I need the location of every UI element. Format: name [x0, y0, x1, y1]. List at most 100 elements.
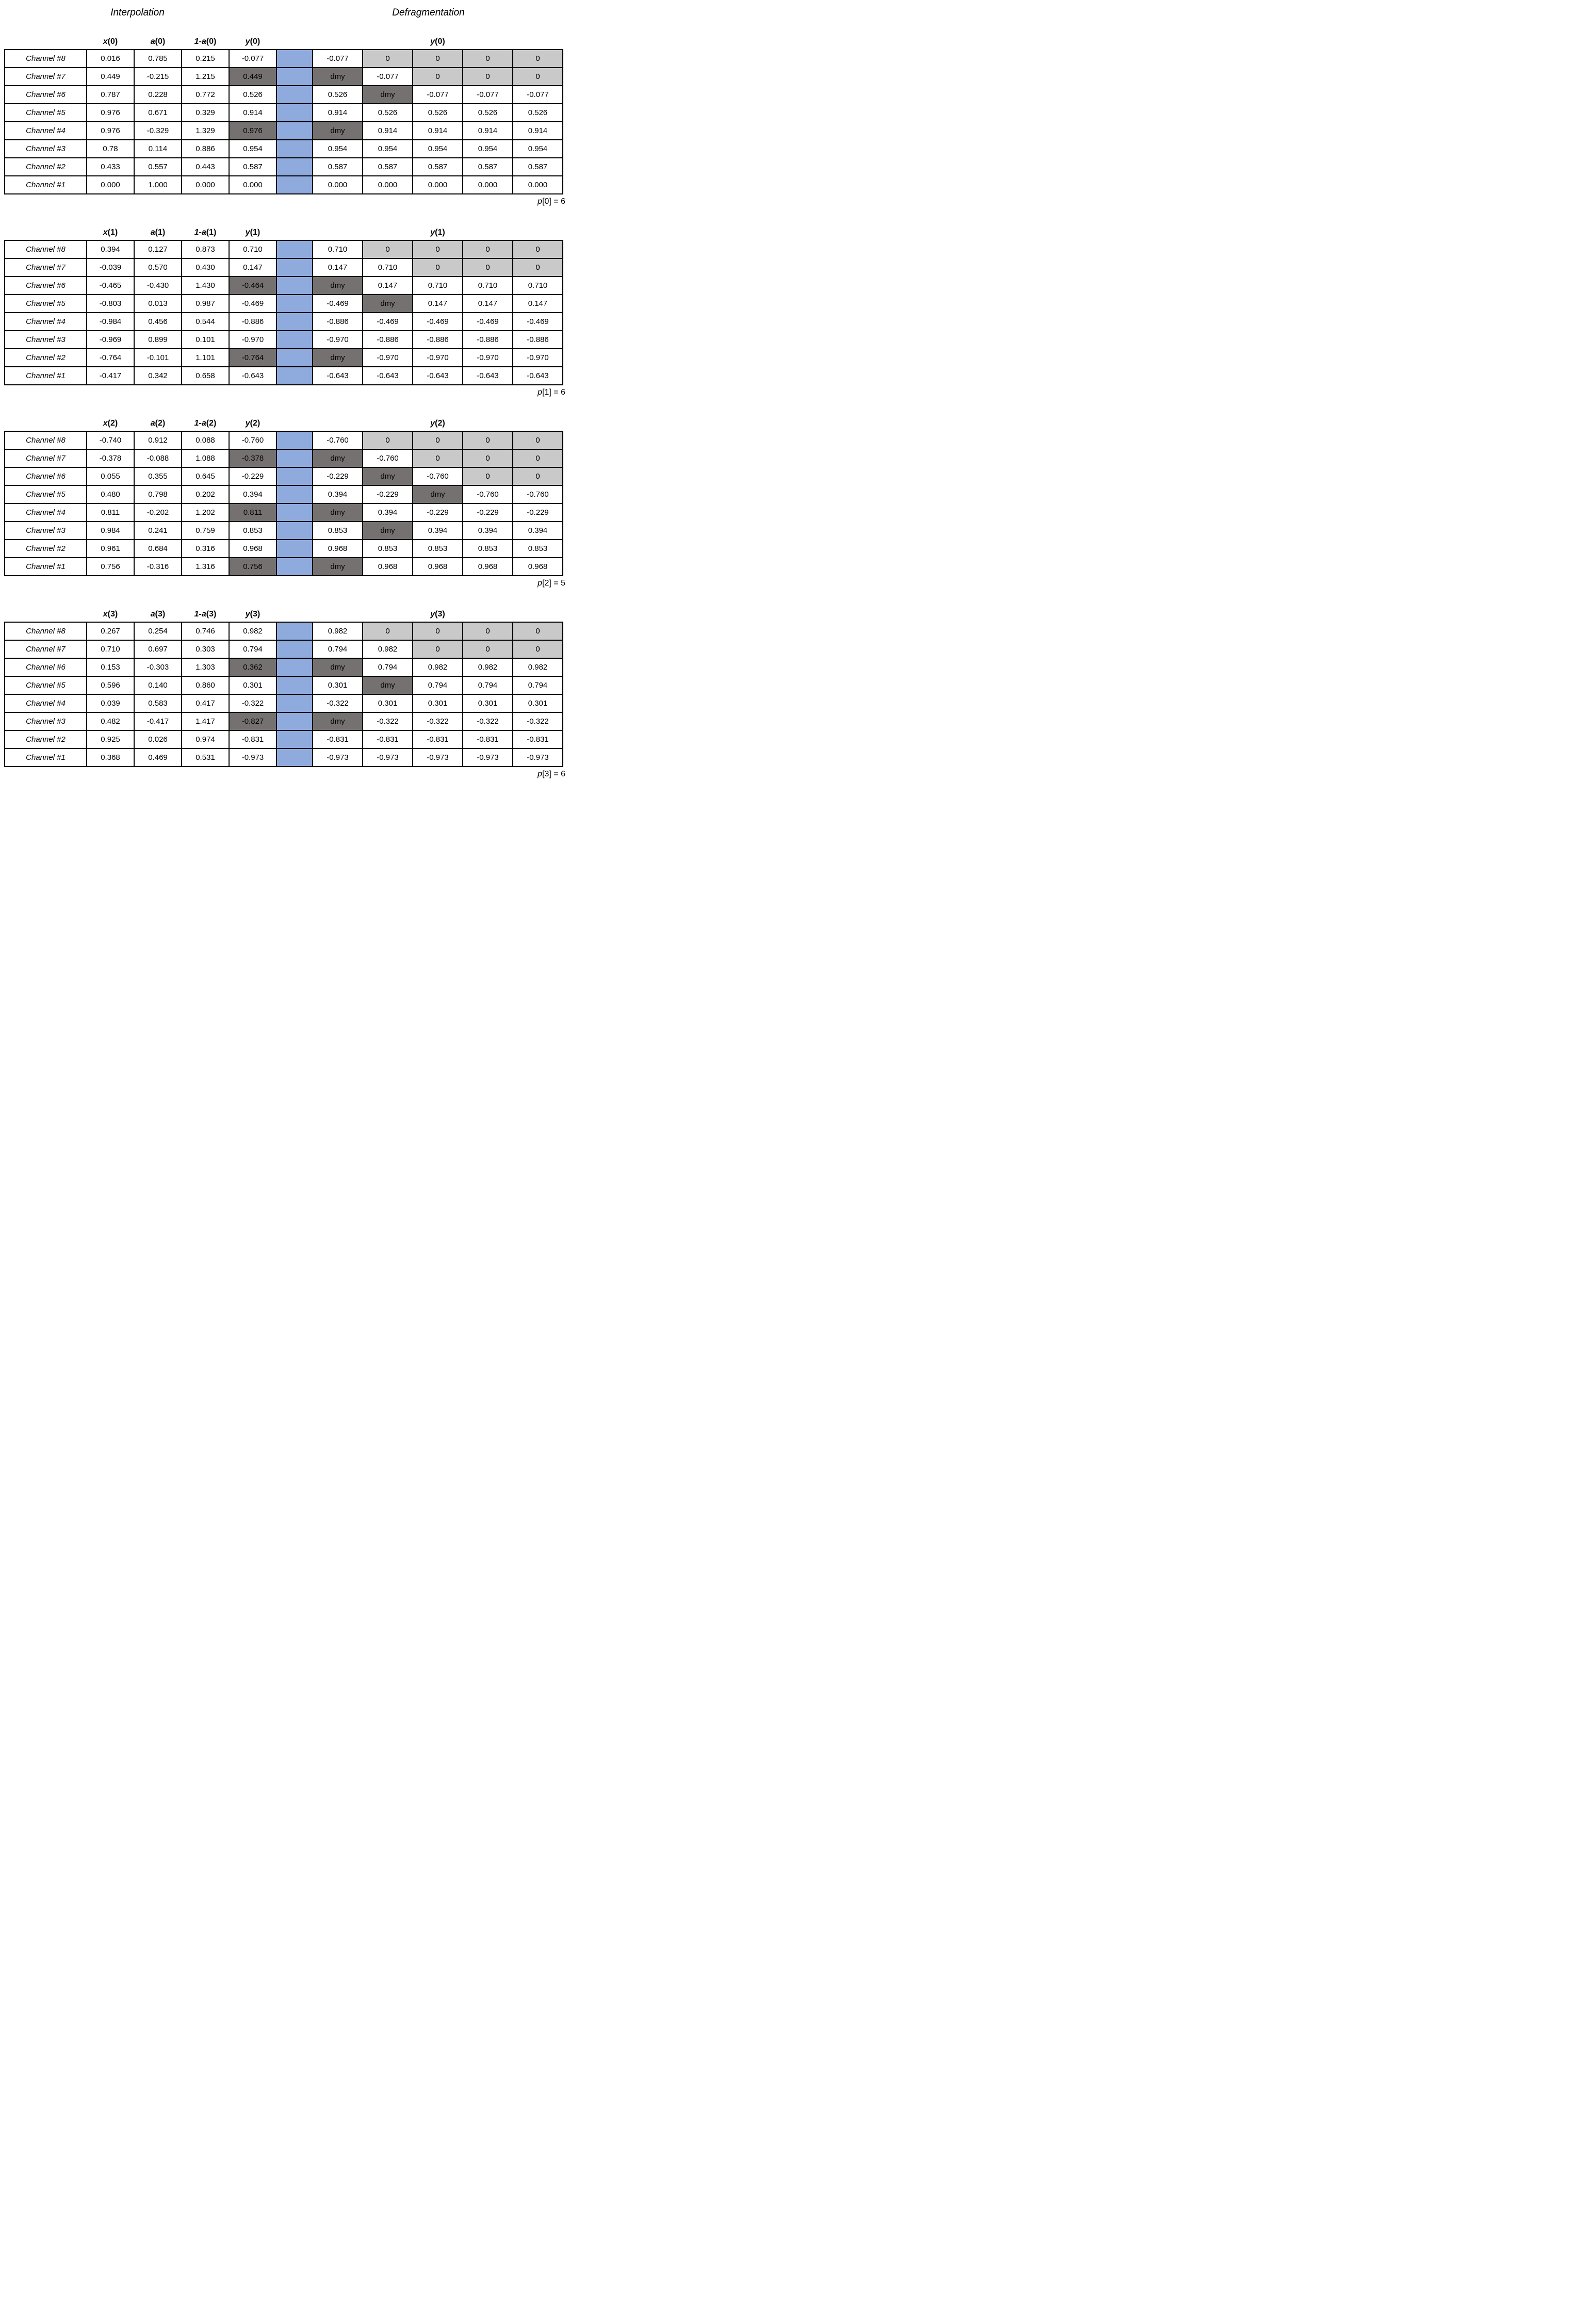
- dmy-cell: dmy: [313, 713, 362, 730]
- header-arg-x: (2): [107, 419, 118, 428]
- defrag-value-cell: -0.831: [463, 731, 512, 748]
- spacer-column-cell: [277, 468, 312, 485]
- defrag-value-cell: -0.643: [313, 367, 362, 384]
- channel-label: Channel #3: [5, 713, 86, 730]
- interp-a-cell: -0.101: [135, 349, 181, 366]
- defrag-value-cell: -0.229: [463, 504, 512, 521]
- spacer-column-cell: [277, 659, 312, 676]
- defrag-value-cell: 0.587: [363, 158, 412, 175]
- header-arg-y: (2): [250, 419, 260, 428]
- defrag-value-cell: -0.970: [513, 349, 562, 366]
- column-header-oma: 1-a (3): [182, 609, 229, 619]
- permutation-count-label: p[1] = 6: [4, 388, 565, 397]
- spacer-column-cell: [277, 713, 312, 730]
- defrag-value-cell: -0.469: [463, 313, 512, 330]
- interp-x-cell: -0.039: [87, 259, 134, 276]
- zero-cell: 0: [413, 641, 462, 658]
- defrag-value-cell: 0.526: [363, 104, 412, 121]
- defrag-value-cell: -0.970: [363, 349, 412, 366]
- zero-cell: 0: [463, 432, 512, 449]
- interp-x-cell: -0.984: [87, 313, 134, 330]
- interp-y-cell: 0.914: [230, 104, 276, 121]
- interp-a-cell: 0.013: [135, 295, 181, 312]
- zero-cell: 0: [513, 241, 562, 258]
- interp-a-cell: 0.140: [135, 677, 181, 694]
- header-arg-oma: (1): [206, 228, 217, 237]
- defrag-value-cell: 0.853: [463, 540, 512, 557]
- timestep-block-1: x (1) a (1) 1-a (1) y (1) y (1) Channel #8 0.394 0.1…: [4, 227, 574, 397]
- zero-cell: 0: [413, 432, 462, 449]
- interp-oma-cell: 0.544: [182, 313, 229, 330]
- interp-x-cell: 0.039: [87, 695, 134, 712]
- defrag-value-cell: 0.982: [513, 659, 562, 676]
- defrag-value-cell: 0.794: [363, 659, 412, 676]
- defrag-value-cell: -0.886: [313, 313, 362, 330]
- zero-cell: 0: [363, 241, 412, 258]
- zero-cell: 0: [513, 623, 562, 640]
- defrag-value-cell: -0.970: [313, 331, 362, 348]
- header-arg-y-defrag: (2): [435, 419, 445, 428]
- interp-y-cell: 0.968: [230, 540, 276, 557]
- interp-x-cell: 0.787: [87, 86, 134, 103]
- interp-a-cell: -0.088: [135, 450, 181, 467]
- interp-x-cell: -0.764: [87, 349, 134, 366]
- interp-x-cell: 0.925: [87, 731, 134, 748]
- interp-oma-cell: 1.202: [182, 504, 229, 521]
- defrag-value-cell: -0.229: [313, 468, 362, 485]
- header-arg-oma: (3): [206, 610, 217, 619]
- defrag-value-cell: -0.469: [313, 295, 362, 312]
- defrag-value-cell: -0.322: [513, 713, 562, 730]
- zero-cell: 0: [413, 259, 462, 276]
- defrag-value-cell: 0.794: [513, 677, 562, 694]
- interp-x-cell: -0.969: [87, 331, 134, 348]
- defrag-value-cell: -0.973: [513, 749, 562, 766]
- defrag-value-cell: -0.229: [513, 504, 562, 521]
- defrag-value-cell: 0.587: [463, 158, 512, 175]
- defrag-value-cell: 0.394: [363, 504, 412, 521]
- channel-label: Channel #7: [5, 450, 86, 467]
- zero-cell: 0: [463, 641, 512, 658]
- spacer-column-cell: [277, 749, 312, 766]
- interp-a-cell: -0.303: [135, 659, 181, 676]
- interp-a-cell: 0.254: [135, 623, 181, 640]
- interp-oma-cell: 0.101: [182, 331, 229, 348]
- permutation-count-label: p[0] = 6: [4, 197, 565, 206]
- zero-cell: 0: [363, 432, 412, 449]
- dmy-cell: dmy: [363, 295, 412, 312]
- interp-a-cell: 0.912: [135, 432, 181, 449]
- interp-oma-cell: 0.303: [182, 641, 229, 658]
- header-arg-x: (1): [107, 228, 118, 237]
- defrag-value-cell: 0.000: [313, 176, 362, 193]
- header-var-y-defrag: y: [430, 228, 435, 237]
- spacer-column-cell: [277, 259, 312, 276]
- channel-label: Channel #2: [5, 349, 86, 366]
- column-header-y-defrag: y (2): [313, 418, 562, 428]
- column-header-a: a (1): [135, 227, 181, 237]
- defrag-value-cell: 0.853: [513, 540, 562, 557]
- dmy-cell: dmy: [363, 522, 412, 539]
- interp-oma-cell: 0.746: [182, 623, 229, 640]
- defrag-value-cell: 0.587: [413, 158, 462, 175]
- interp-x-cell: 0.368: [87, 749, 134, 766]
- header-var-x: x: [103, 228, 108, 237]
- spacer-column-cell: [277, 522, 312, 539]
- interp-y-cell: -0.464: [230, 277, 276, 294]
- header-arg-a: (2): [155, 419, 166, 428]
- spacer-column-cell: [277, 486, 312, 503]
- timestep-block-0: x (0) a (0) 1-a (0) y (0) y (0) Channel #8 0.016 0.7…: [4, 36, 574, 206]
- interp-x-cell: 0.480: [87, 486, 134, 503]
- interp-x-cell: 0.961: [87, 540, 134, 557]
- defrag-value-cell: 0.710: [313, 241, 362, 258]
- channel-label: Channel #8: [5, 50, 86, 67]
- defrag-value-cell: 0.147: [413, 295, 462, 312]
- defrag-value-cell: 0.710: [513, 277, 562, 294]
- header-var-y: y: [245, 37, 250, 46]
- zero-cell: 0: [363, 623, 412, 640]
- defrag-value-cell: 0.394: [513, 522, 562, 539]
- interp-oma-cell: 0.088: [182, 432, 229, 449]
- channel-label: Channel #4: [5, 122, 86, 139]
- defrag-value-cell: -0.886: [363, 331, 412, 348]
- defrag-value-cell: 0.000: [413, 176, 462, 193]
- defrag-value-cell: 0.710: [363, 259, 412, 276]
- interp-a-cell: 0.697: [135, 641, 181, 658]
